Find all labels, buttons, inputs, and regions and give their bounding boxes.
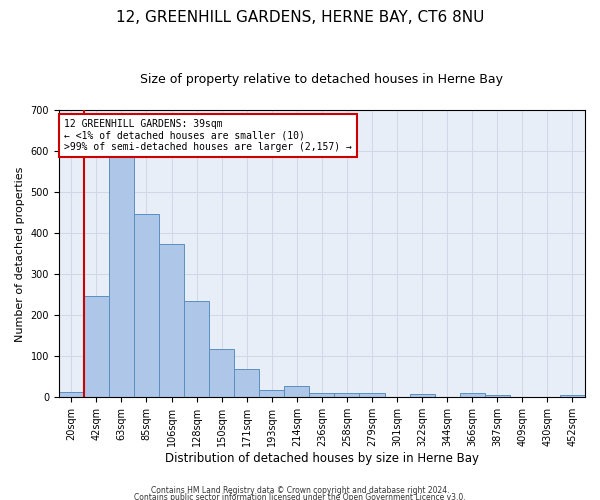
Bar [410, 394, 434, 398]
Text: 12, GREENHILL GARDENS, HERNE BAY, CT6 8NU: 12, GREENHILL GARDENS, HERNE BAY, CT6 8N… [116, 10, 484, 25]
Bar [109, 156, 134, 398]
Bar [259, 390, 284, 398]
Bar [334, 393, 359, 398]
Bar [560, 395, 585, 398]
Bar [134, 214, 159, 398]
Title: Size of property relative to detached houses in Herne Bay: Size of property relative to detached ho… [140, 72, 503, 86]
Text: 12 GREENHILL GARDENS: 39sqm
← <1% of detached houses are smaller (10)
>99% of se: 12 GREENHILL GARDENS: 39sqm ← <1% of det… [64, 119, 352, 152]
Bar [84, 296, 109, 398]
Bar [460, 393, 485, 398]
Y-axis label: Number of detached properties: Number of detached properties [15, 166, 25, 342]
Bar [284, 386, 310, 398]
Text: Contains public sector information licensed under the Open Government Licence v3: Contains public sector information licen… [134, 494, 466, 500]
Bar [359, 393, 385, 398]
Bar [184, 301, 209, 398]
X-axis label: Distribution of detached houses by size in Herne Bay: Distribution of detached houses by size … [165, 452, 479, 465]
Bar [159, 244, 184, 398]
Text: Contains HM Land Registry data © Crown copyright and database right 2024.: Contains HM Land Registry data © Crown c… [151, 486, 449, 495]
Bar [485, 395, 510, 398]
Bar [310, 393, 334, 398]
Bar [209, 350, 234, 398]
Bar [59, 392, 84, 398]
Bar [234, 370, 259, 398]
